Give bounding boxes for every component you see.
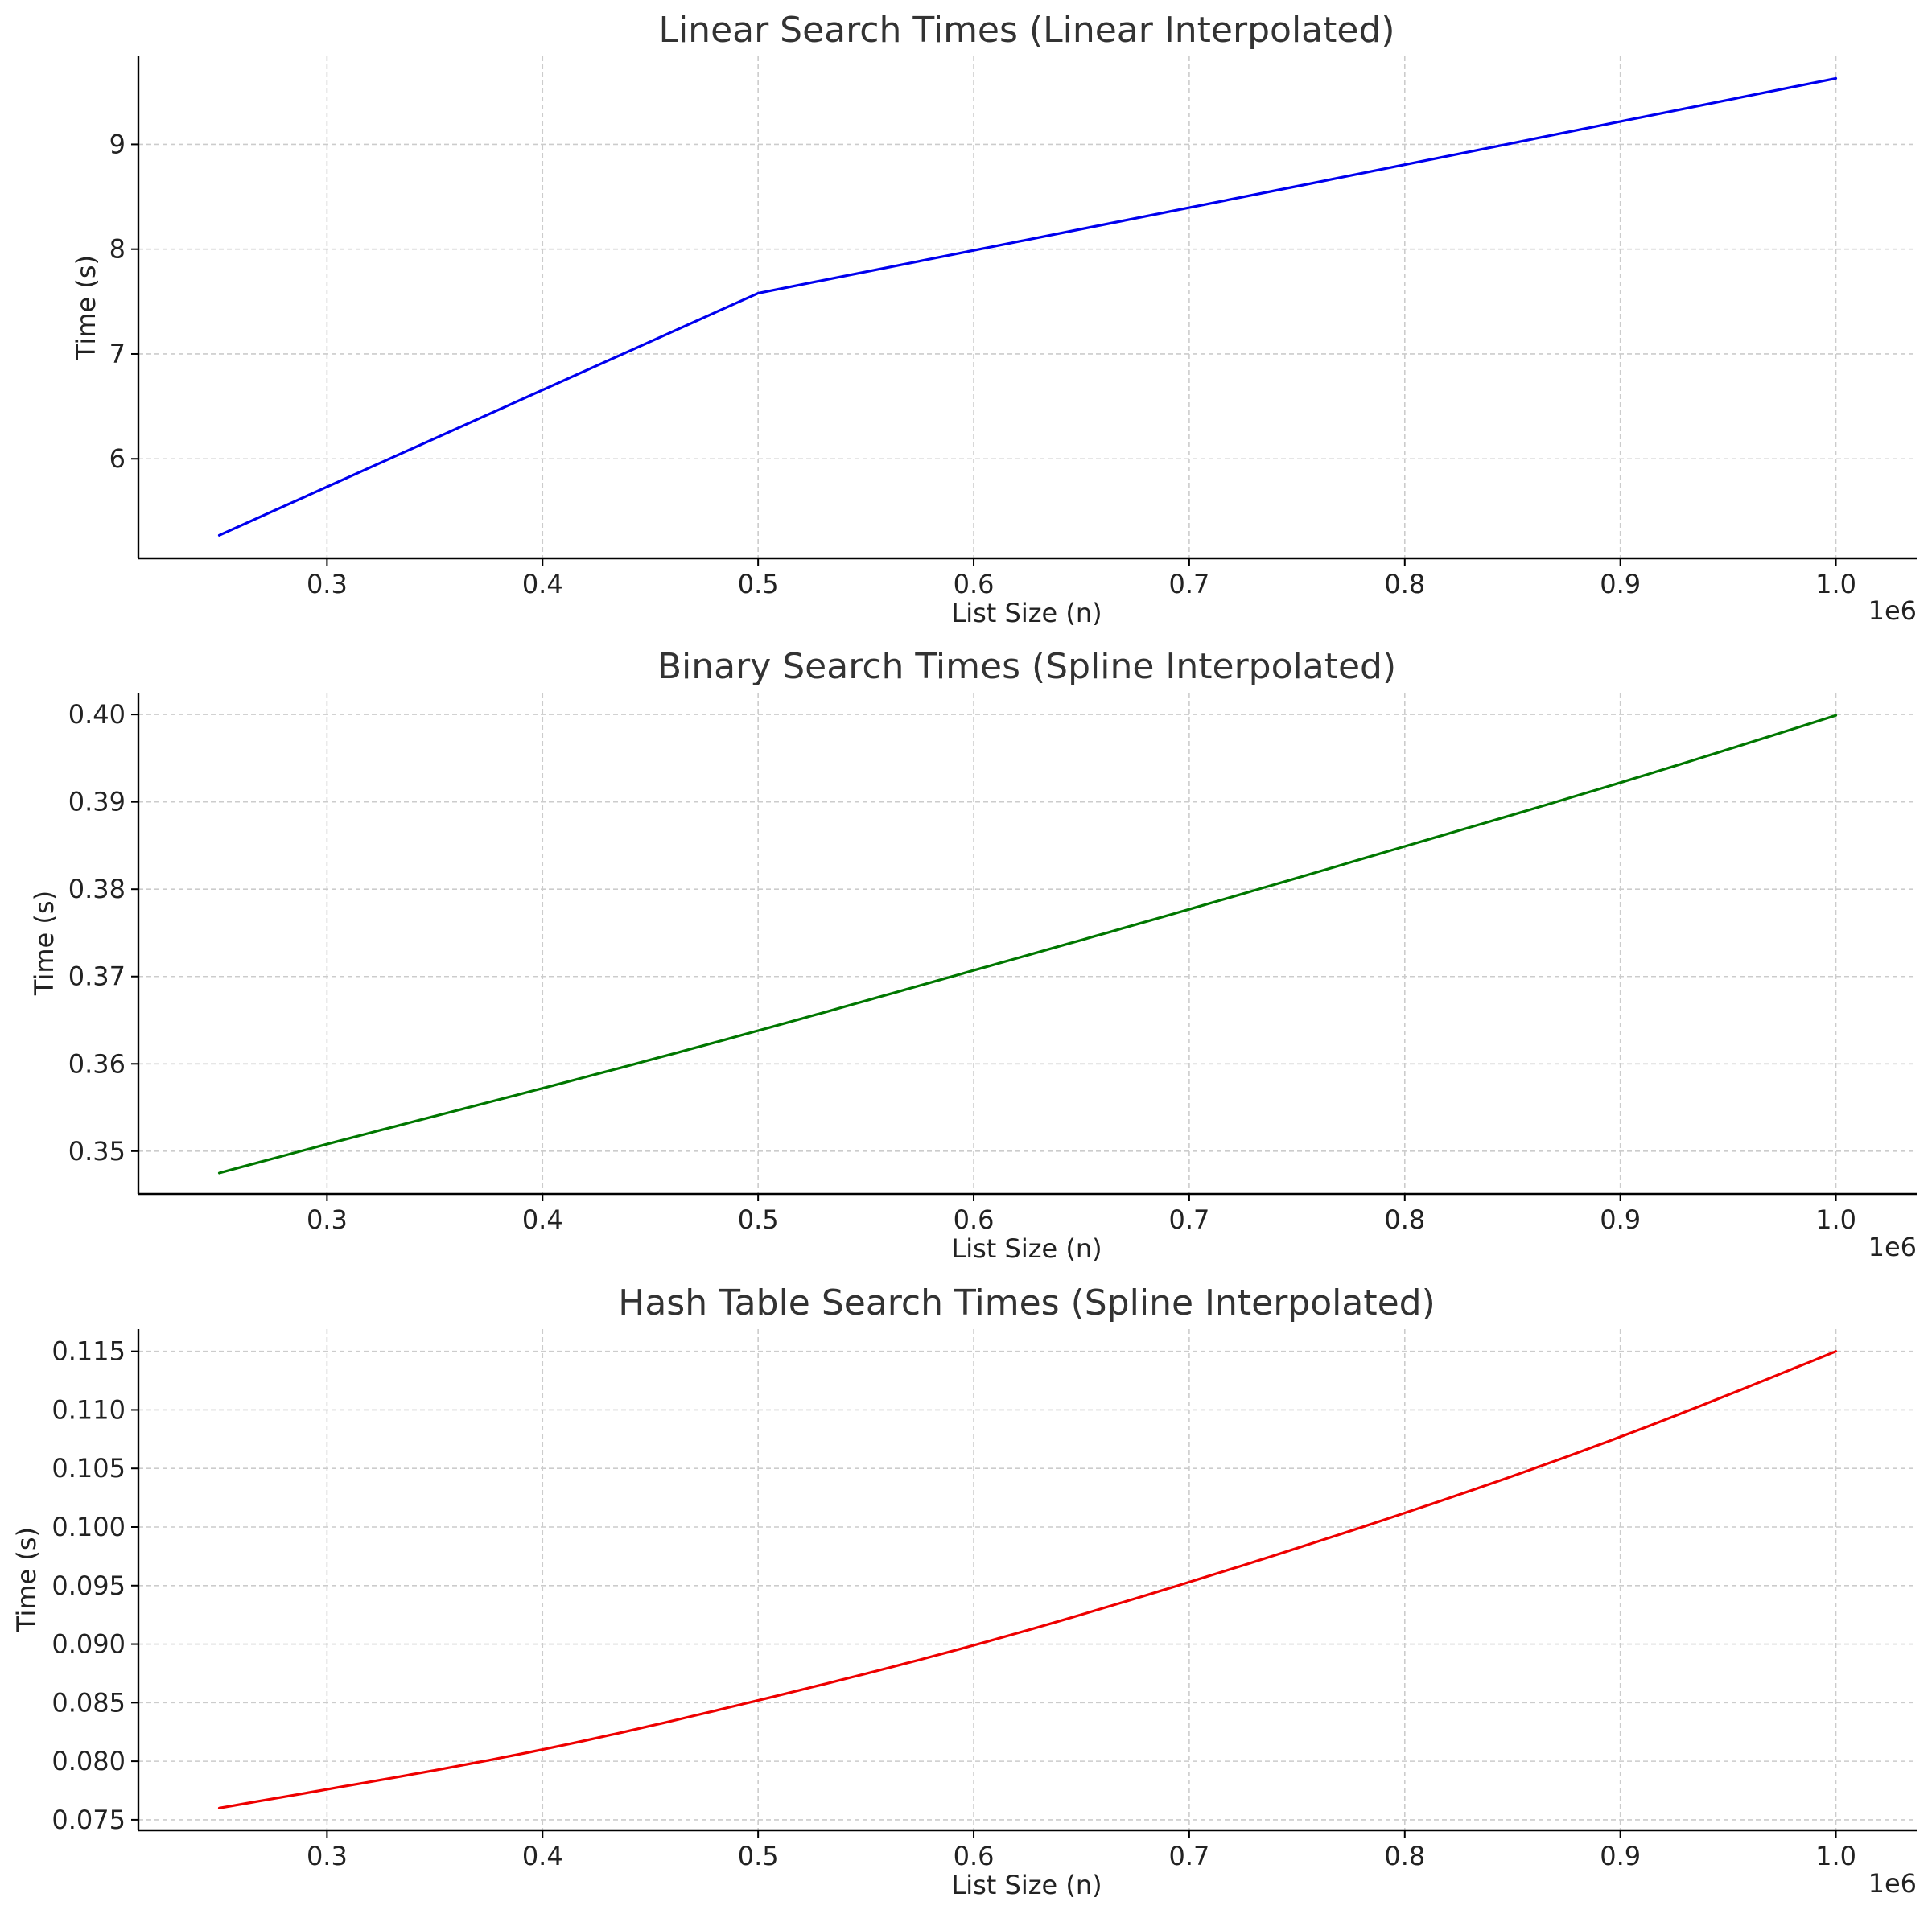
- y-tick-label: 0.36: [68, 1048, 126, 1079]
- y-tick-label: 0.075: [51, 1805, 126, 1835]
- y-tick-label: 0.080: [51, 1746, 126, 1776]
- y-tick-label: 0.095: [51, 1570, 126, 1601]
- x-tick-label: 0.7: [1168, 1841, 1209, 1871]
- y-axis-label: Time (s): [11, 1527, 42, 1632]
- x-tick-label: 0.5: [738, 1204, 779, 1235]
- x-tick-label: 0.8: [1384, 1841, 1425, 1871]
- x-axis-ticks: 0.3 0.4 0.5 0.6 0.7 0.8 0.9 1.0: [307, 558, 1856, 599]
- x-tick-label: 0.6: [954, 569, 995, 599]
- y-tick-label: 0.37: [68, 961, 126, 992]
- y-tick-label: 7: [109, 339, 126, 369]
- x-tick-label: 1.0: [1815, 569, 1856, 599]
- series-line: [217, 76, 1838, 537]
- y-tick-label: 9: [109, 129, 126, 159]
- y-tick-label: 0.105: [51, 1453, 126, 1484]
- x-axis-ticks: 0.3 0.4 0.5 0.6 0.7 0.8 0.9 1.0: [307, 1830, 1856, 1871]
- x-tick-label: 0.9: [1600, 1841, 1641, 1871]
- x-tick-label: 0.3: [307, 1204, 348, 1235]
- y-axis-label: Time (s): [71, 255, 101, 360]
- series-line: [217, 714, 1838, 1175]
- y-axis-ticks: 0.35 0.36 0.37 0.38 0.39 0.40: [68, 699, 138, 1167]
- chart-panel-1: Linear Search Times (Linear Interpolated…: [71, 10, 1917, 628]
- x-axis-label: List Size (n): [951, 1870, 1102, 1900]
- x-tick-label: 0.6: [954, 1841, 995, 1871]
- y-axis-ticks: 6 7 8 9: [109, 129, 138, 474]
- y-tick-label: 0.115: [51, 1336, 126, 1367]
- chart-title: Hash Table Search Times (Spline Interpol…: [618, 1282, 1436, 1323]
- chart-title: Linear Search Times (Linear Interpolated…: [658, 10, 1394, 51]
- y-axis-ticks: 0.075 0.080 0.085 0.090 0.095 0.100 0.105 0.110…: [51, 1336, 138, 1835]
- grid-layer: [138, 56, 1917, 558]
- series-layer: [217, 1350, 1838, 1809]
- chart-title: Binary Search Times (Spline Interpolated…: [657, 646, 1396, 687]
- y-tick-label: 0.40: [68, 699, 126, 730]
- y-tick-label: 0.100: [51, 1512, 126, 1542]
- x-axis-offset-label: 1e6: [1868, 595, 1917, 626]
- x-tick-label: 1.0: [1815, 1204, 1856, 1235]
- x-tick-label: 0.3: [307, 1841, 348, 1871]
- x-tick-label: 0.8: [1384, 1204, 1425, 1235]
- series-layer: [217, 714, 1838, 1175]
- x-tick-label: 1.0: [1815, 1841, 1856, 1871]
- x-axis-offset-label: 1e6: [1868, 1868, 1917, 1899]
- x-tick-label: 0.5: [738, 569, 779, 599]
- y-tick-label: 0.35: [68, 1136, 126, 1167]
- y-tick-label: 8: [109, 234, 126, 265]
- series-line: [217, 1350, 1838, 1809]
- x-tick-label: 0.5: [738, 1841, 779, 1871]
- x-tick-label: 0.4: [522, 1841, 563, 1871]
- x-tick-label: 0.4: [522, 1204, 563, 1235]
- y-tick-label: 0.110: [51, 1394, 126, 1425]
- x-axis-offset-label: 1e6: [1868, 1232, 1917, 1262]
- x-tick-label: 0.4: [522, 569, 563, 599]
- x-tick-label: 0.7: [1168, 1204, 1209, 1235]
- chart-panel-3: Hash Table Search Times (Spline Interpol…: [11, 1282, 1917, 1900]
- x-tick-label: 0.9: [1600, 1204, 1641, 1235]
- x-axis-label: List Size (n): [951, 1233, 1102, 1264]
- y-axis-label: Time (s): [29, 891, 60, 996]
- y-tick-label: 0.39: [68, 787, 126, 817]
- y-tick-label: 0.085: [51, 1687, 126, 1718]
- x-axis-ticks: 0.3 0.4 0.5 0.6 0.7 0.8 0.9 1.0: [307, 1194, 1856, 1235]
- x-tick-label: 0.3: [307, 569, 348, 599]
- y-tick-label: 0.38: [68, 874, 126, 904]
- x-axis-label: List Size (n): [951, 598, 1102, 628]
- grid-layer: [138, 693, 1917, 1194]
- series-layer: [217, 76, 1838, 537]
- x-tick-label: 0.8: [1384, 569, 1425, 599]
- grid-layer: [138, 1329, 1917, 1830]
- y-tick-label: 6: [109, 443, 126, 474]
- y-tick-label: 0.090: [51, 1629, 126, 1660]
- x-tick-label: 0.9: [1600, 569, 1641, 599]
- x-tick-label: 0.7: [1168, 569, 1209, 599]
- x-tick-label: 0.6: [954, 1204, 995, 1235]
- chart-panel-2: Binary Search Times (Spline Interpolated…: [29, 646, 1917, 1264]
